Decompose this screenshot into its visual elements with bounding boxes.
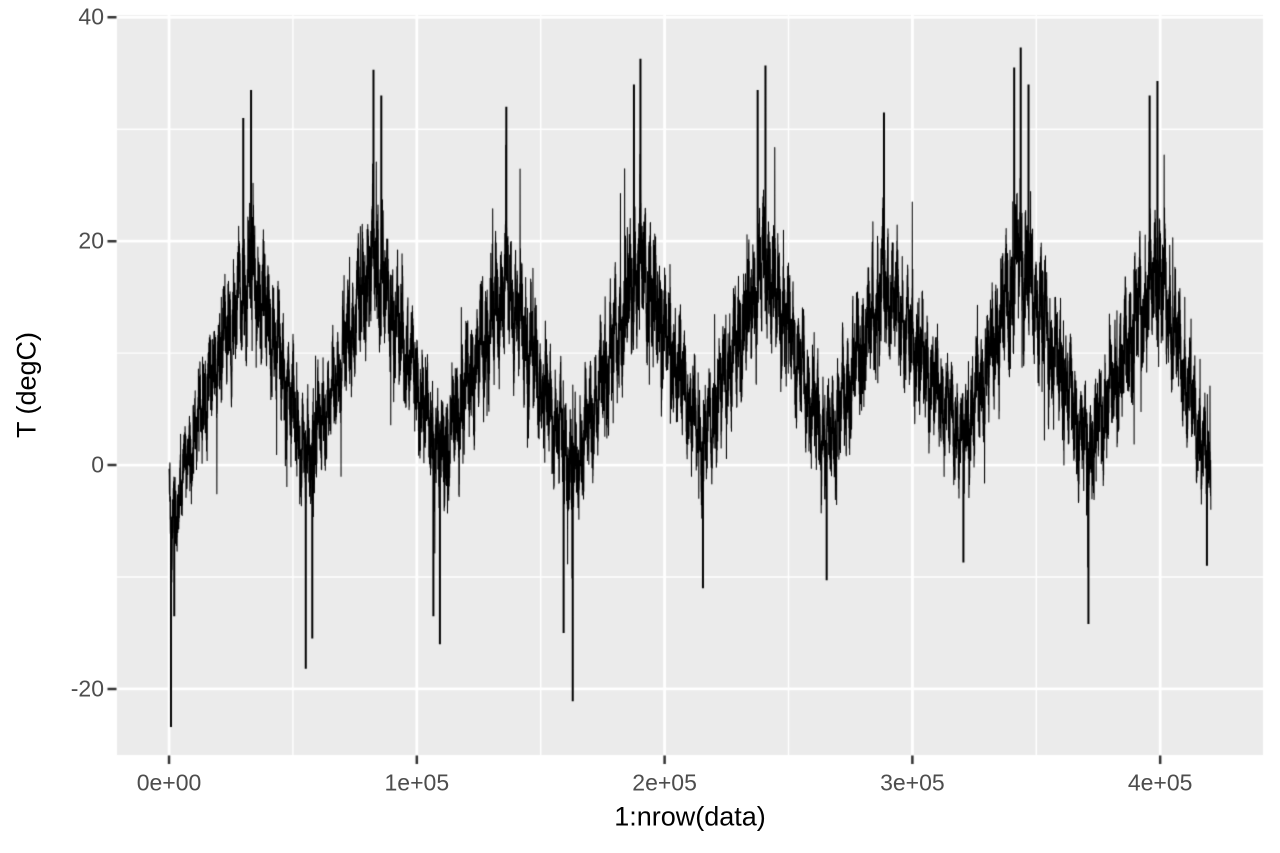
x-tick-label: 2e+05 bbox=[632, 769, 697, 796]
x-tick-label: 1e+05 bbox=[384, 769, 450, 796]
y-tick-label: 20 bbox=[78, 227, 104, 254]
x-tick-label: 3e+05 bbox=[880, 769, 945, 796]
y-tick-label: 0 bbox=[91, 451, 104, 478]
y-tick-label: 40 bbox=[78, 3, 104, 30]
x-axis-title: 1:nrow(data) bbox=[614, 801, 766, 832]
y-tick-label: -20 bbox=[70, 675, 104, 702]
x-tick-label: 0e+00 bbox=[136, 769, 202, 796]
x-tick-label: 4e+05 bbox=[1127, 769, 1193, 796]
y-axis-title: T (degC) bbox=[11, 331, 42, 439]
